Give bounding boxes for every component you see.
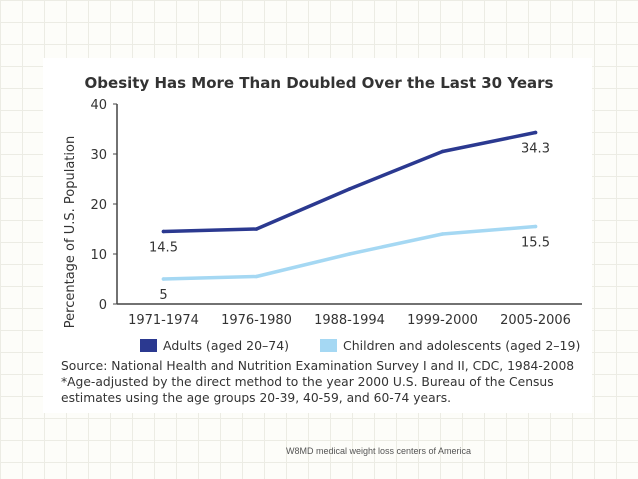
- x-tick-label: 1999-2000: [407, 313, 478, 328]
- y-axis-label: Percentage of U.S. Population: [63, 136, 78, 328]
- x-tick-label: 1976-1980: [221, 313, 292, 328]
- legend-item-adults: Adults (aged 20–74): [140, 338, 289, 353]
- series-line-0: [161, 130, 538, 234]
- legend-label-adults: Adults (aged 20–74): [163, 338, 290, 353]
- footnote-line-2: estimates using the age groups 20-39, 40…: [61, 391, 452, 405]
- source-note: Source: National Health and Nutrition Ex…: [61, 359, 575, 373]
- data-point: [533, 130, 538, 135]
- chart-title: Obesity Has More Than Doubled Over the L…: [85, 74, 554, 92]
- data-point: [161, 277, 166, 281]
- x-tick-label: 1971-1974: [128, 313, 199, 328]
- data-label: 5: [159, 288, 167, 303]
- chart: Obesity Has More Than Doubled Over the L…: [63, 74, 582, 328]
- data-point: [161, 229, 166, 234]
- data-point: [440, 232, 445, 236]
- legend-swatch-children: [320, 339, 337, 352]
- data-point: [440, 149, 445, 154]
- legend-item-children: Children and adolescents (aged 2–19): [320, 338, 580, 353]
- data-point: [254, 227, 259, 231]
- y-tick-label: 20: [90, 198, 107, 213]
- chart-notes: Source: National Health and Nutrition Ex…: [61, 358, 586, 406]
- x-tick-label: 2005-2006: [500, 313, 571, 328]
- data-point: [254, 274, 259, 279]
- chart-panel: Obesity Has More Than Doubled Over the L…: [43, 58, 592, 413]
- y-tick-label: 40: [90, 98, 107, 113]
- y-tick-label: 10: [90, 248, 107, 263]
- data-label: 34.3: [521, 142, 550, 157]
- data-label: 15.5: [521, 236, 550, 251]
- legend-swatch-adults: [140, 339, 157, 352]
- y-tick-label: 30: [90, 148, 107, 163]
- footer-credit: W8MD medical weight loss centers of Amer…: [286, 446, 472, 456]
- x-tick-label: 1988-1994: [314, 313, 385, 328]
- data-point: [533, 224, 538, 229]
- legend: Adults (aged 20–74) Children and adolesc…: [140, 338, 592, 358]
- y-tick-label: 0: [99, 298, 107, 313]
- data-point: [347, 187, 352, 191]
- legend-label-children: Children and adolescents (aged 2–19): [343, 338, 581, 353]
- footnote-line-1: *Age-adjusted by the direct method to th…: [61, 375, 554, 389]
- data-point: [347, 252, 352, 256]
- data-label: 14.5: [149, 241, 178, 256]
